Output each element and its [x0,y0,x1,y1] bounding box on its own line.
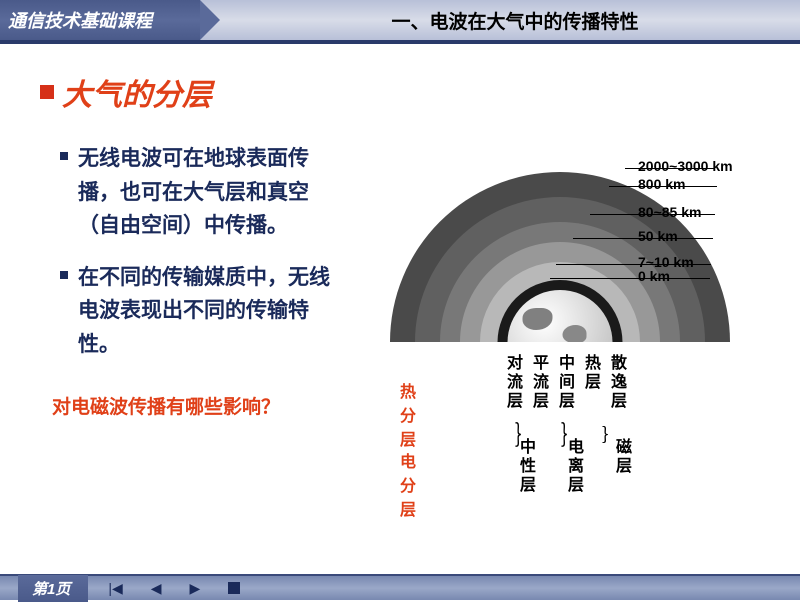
layer-name: 热层 [583,354,603,412]
layer-name: 中性层 [518,438,538,496]
stop-button[interactable] [228,582,240,594]
thermal-label: 电分层 [400,448,416,520]
altitude-label: 2000~3000 km [638,158,733,174]
course-title: 通信技术基础课程 [0,0,200,40]
altitude-label: 800 km [638,176,685,192]
altitude-label: 0 km [638,268,670,284]
layer-name: 散逸层 [609,354,629,412]
header-divider [0,40,800,44]
chapter-title: 一、电波在大气中的传播特性 [200,0,800,40]
bullet-square-icon [60,271,68,279]
prev-page-button[interactable]: ◀ [151,580,162,597]
layer-names-bottom: 中性层 电离层 磁层 [518,438,634,496]
section-title: 大气的分层 [40,70,800,114]
question-text: 对电磁波传播有哪些影响？ [52,392,350,419]
section-bullet-icon [40,85,54,99]
altitude-line [550,278,710,279]
bullet-square-icon [60,152,68,160]
layer-name: 电离层 [566,438,586,496]
altitude-label: 80~85 km [638,204,701,220]
layer-name: 对流层 [505,354,525,412]
bullet-item: 无线电波可在地球表面传播，也可在大气层和真空（自由空间）中传播。 [60,142,350,243]
bullet-text: 在不同的传输媒质中，无线电波表现出不同的传输特性。 [78,261,350,362]
diagram-column: 2000~3000 km800 km80~85 km50 km7~10 km0 … [350,142,800,542]
next-page-button[interactable]: ▶ [190,580,201,597]
header-bar: 通信技术基础课程 一、电波在大气中的传播特性 [0,0,800,40]
first-page-button[interactable]: |◀ [108,580,122,597]
layer-name: 平流层 [531,354,551,412]
layer-name: 中间层 [557,354,577,412]
altitude-label: 50 km [638,228,678,244]
layer-name: 磁层 [614,438,634,496]
footer-bar: 第1页 |◀ ◀ ▶ [0,574,800,600]
thermal-label: 热分层 [400,378,416,450]
bullet-item: 在不同的传输媒质中，无线电波表现出不同的传输特性。 [60,261,350,362]
page-number: 第1页 [18,575,88,602]
content-area: 无线电波可在地球表面传播，也可在大气层和真空（自由空间）中传播。 在不同的传输媒… [0,142,800,542]
bullet-text: 无线电波可在地球表面传播，也可在大气层和真空（自由空间）中传播。 [78,142,350,243]
text-column: 无线电波可在地球表面传播，也可在大气层和真空（自由空间）中传播。 在不同的传输媒… [0,142,350,542]
layer-names-top: 对流层平流层中间层热层散逸层 [505,354,629,412]
section-title-text: 大气的分层 [62,70,212,114]
nav-buttons: |◀ ◀ ▶ [108,580,240,597]
